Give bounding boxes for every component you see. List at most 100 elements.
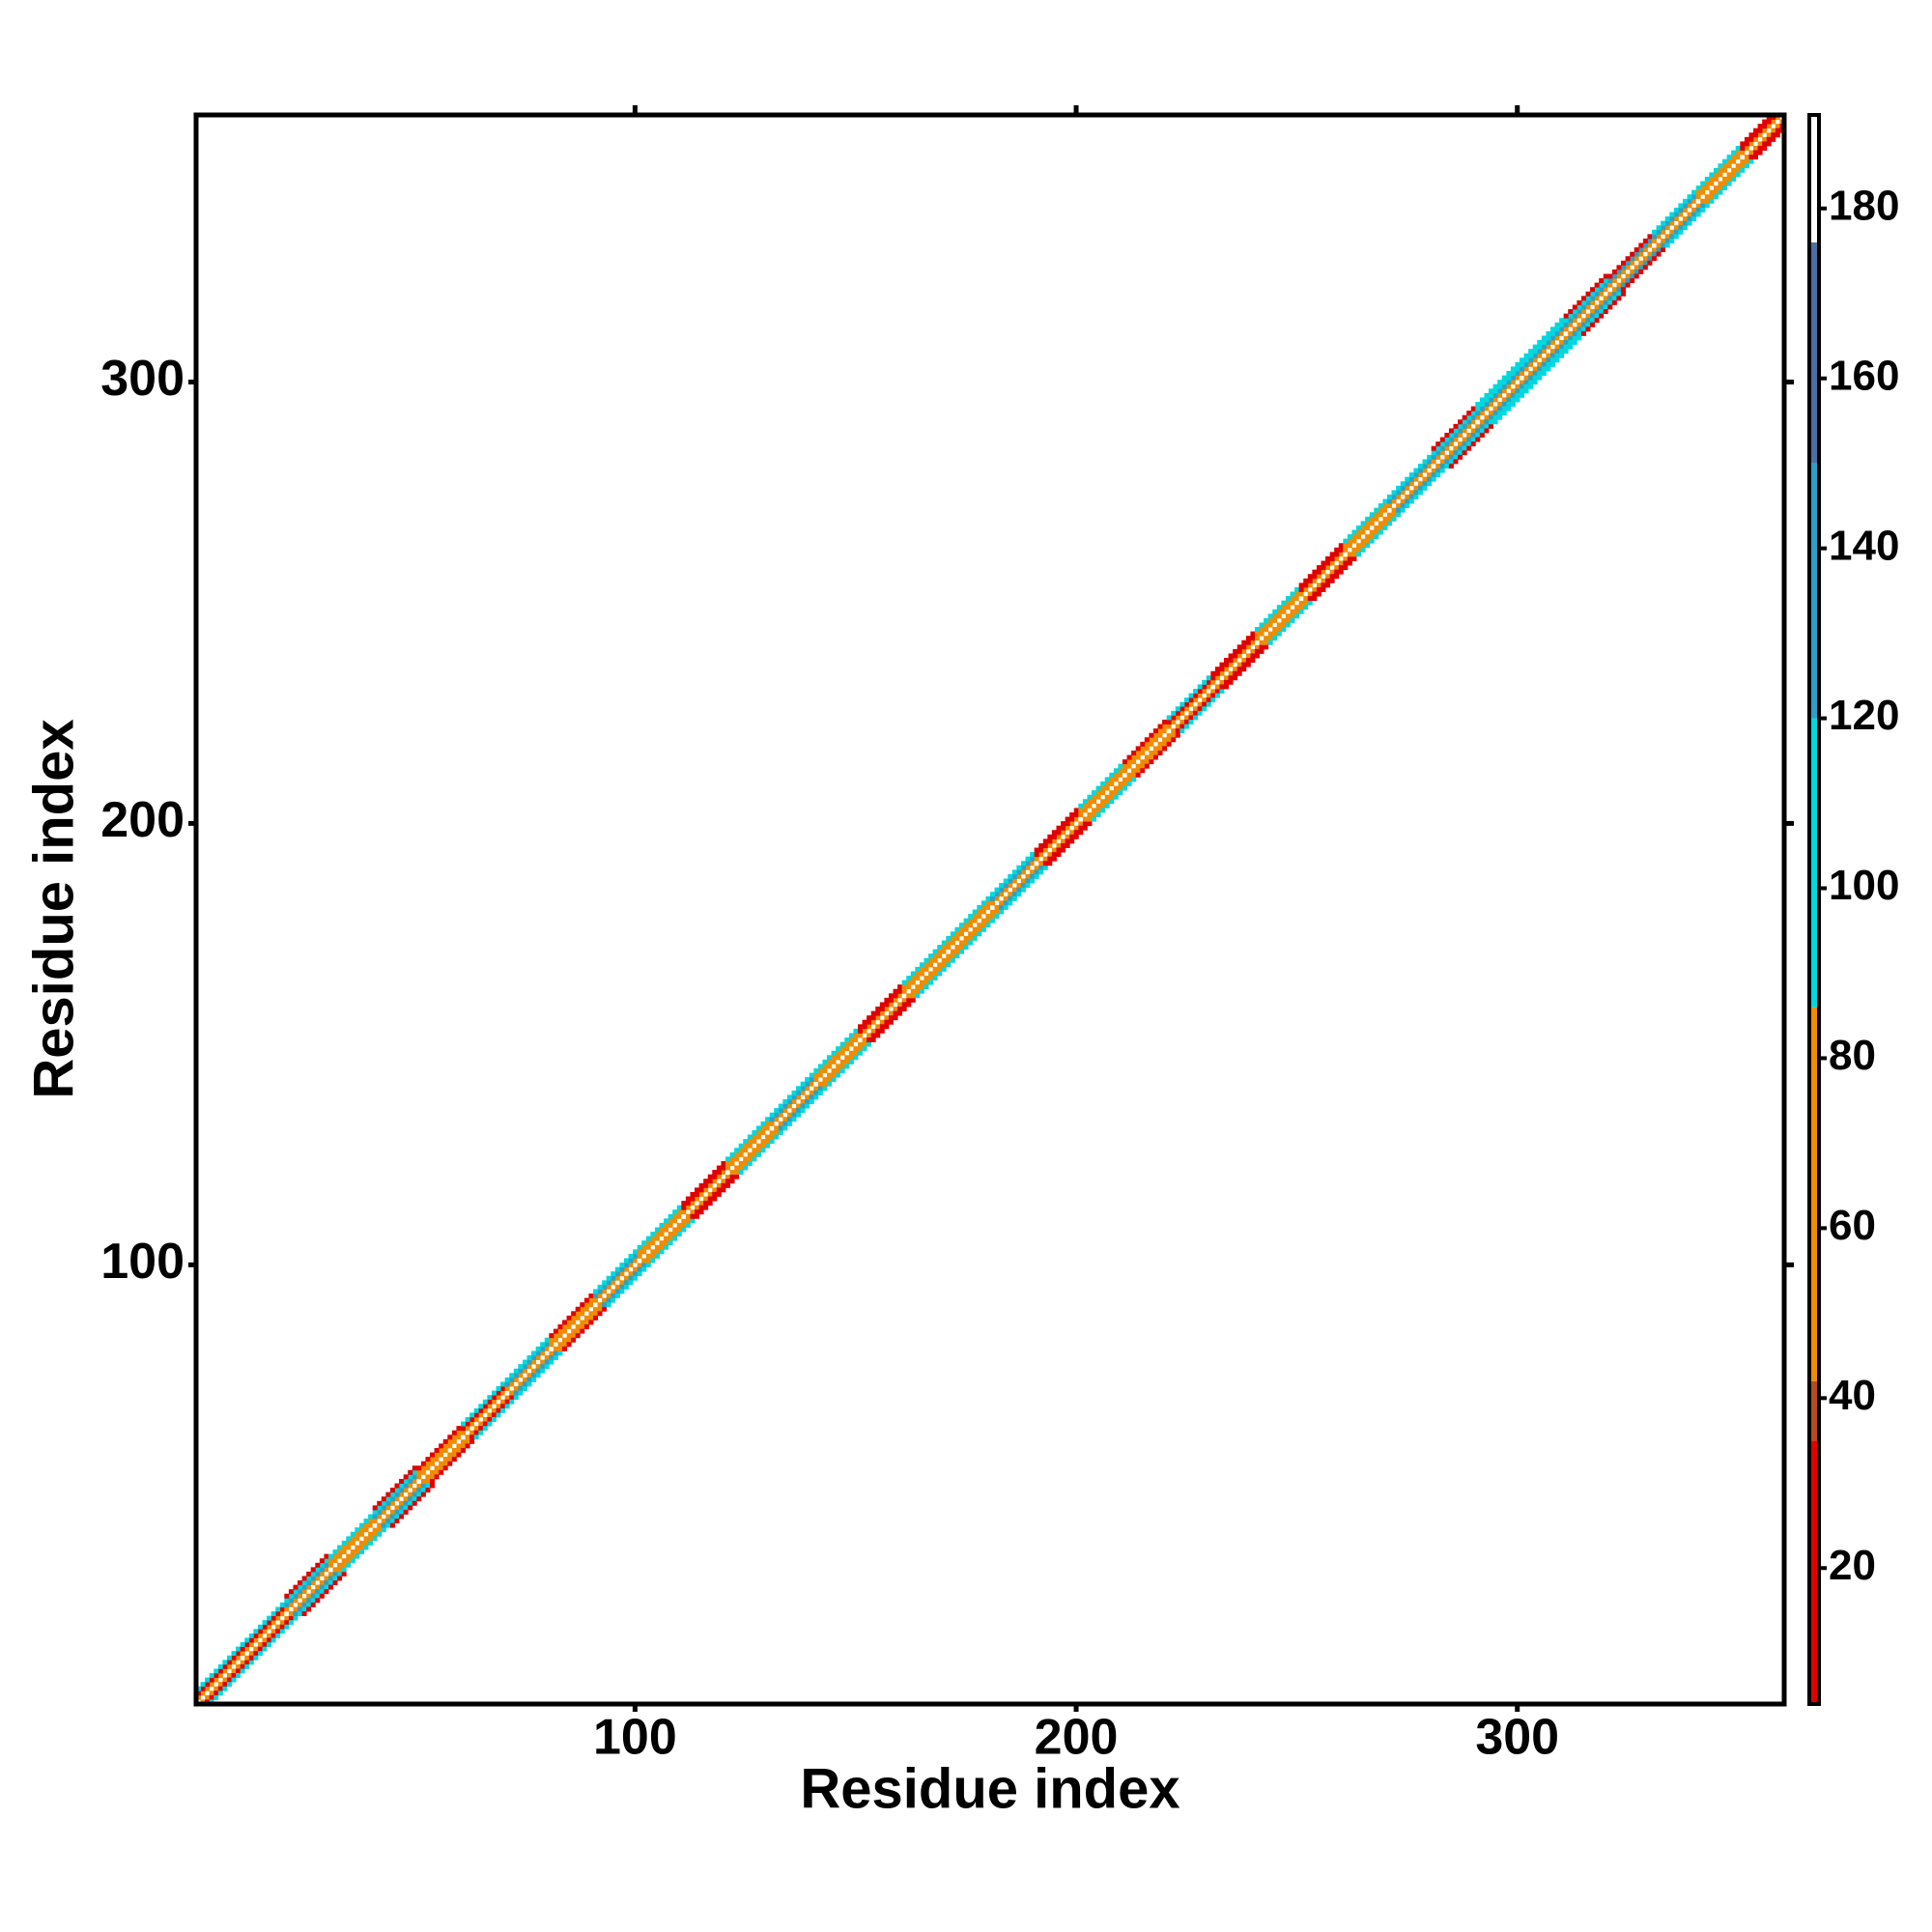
heatmap-cell [994, 914, 1000, 920]
heatmap-cell [526, 1381, 532, 1387]
heatmap-cell [267, 1615, 272, 1621]
heatmap-cell [1016, 887, 1022, 893]
heatmap-cell [1387, 494, 1392, 499]
heatmap-cell [941, 949, 947, 954]
heatmap-cell [932, 953, 938, 959]
heatmap-cell [389, 1505, 395, 1511]
heatmap-cell [1374, 507, 1379, 513]
heatmap-cell [1554, 330, 1560, 336]
heatmap-cell [1541, 357, 1547, 363]
heatmap-cell [1325, 569, 1331, 575]
heatmap-cell [650, 1249, 656, 1255]
heatmap-cell [1214, 675, 1220, 681]
heatmap-cell [1360, 543, 1366, 549]
heatmap-cell [562, 1333, 567, 1339]
heatmap-cell [1149, 737, 1154, 743]
heatmap-cell [1492, 384, 1498, 389]
heatmap-cell [1537, 375, 1543, 381]
heatmap-cell [553, 1333, 558, 1339]
heatmap-cell [1298, 586, 1304, 592]
heatmap-cell [461, 1443, 466, 1449]
heatmap-cell [1338, 543, 1344, 549]
heatmap-cell [1417, 468, 1423, 473]
heatmap-cell [1056, 838, 1062, 844]
heatmap-cell [1193, 706, 1199, 712]
heatmap-cell [712, 1182, 718, 1188]
heatmap-cell [1722, 172, 1728, 178]
heatmap-cell [1726, 158, 1732, 164]
heatmap-cell [1210, 679, 1216, 685]
heatmap-cell [1056, 847, 1062, 853]
heatmap-cell [1515, 388, 1520, 394]
heatmap-cell [1413, 468, 1419, 473]
heatmap-cell [681, 1205, 687, 1210]
heatmap-cell [1228, 675, 1234, 681]
heatmap-cell [324, 1562, 329, 1568]
heatmap-cell [822, 1059, 828, 1065]
heatmap-cell [1458, 433, 1463, 438]
heatmap-cell [1378, 525, 1383, 530]
heatmap-cell [870, 1028, 876, 1034]
heatmap-cell [1735, 172, 1741, 178]
heatmap-cell [619, 1284, 625, 1290]
heatmap-cell [668, 1218, 673, 1224]
heatmap-cell [1607, 291, 1613, 297]
heatmap-cell [346, 1562, 352, 1568]
heatmap-cell [1378, 521, 1383, 526]
heatmap-cell [275, 1615, 281, 1621]
heatmap-cell [257, 1629, 263, 1634]
heatmap-cell [1559, 327, 1565, 332]
heatmap-cell [513, 1377, 519, 1382]
heatmap-cell [213, 1673, 219, 1678]
heatmap-cell [923, 980, 929, 985]
heatmap-cell [786, 1121, 792, 1126]
heatmap-cell [1520, 361, 1524, 367]
heatmap-cell [412, 1496, 417, 1502]
heatmap-cell [1003, 883, 1009, 889]
heatmap-cell [1365, 534, 1371, 540]
heatmap-cell [778, 1108, 783, 1114]
heatmap-cell [1387, 507, 1392, 513]
heatmap-cell [1599, 282, 1605, 288]
heatmap-cell [1484, 428, 1490, 434]
heatmap-cell [800, 1090, 806, 1095]
heatmap-cell [469, 1426, 475, 1432]
heatmap-cell [1241, 639, 1247, 645]
heatmap-cell [1664, 225, 1670, 231]
heatmap-cell [915, 988, 921, 994]
heatmap-cell [716, 1182, 722, 1188]
heatmap-cell [408, 1505, 413, 1511]
heatmap-cell [1056, 852, 1062, 858]
heatmap-cell [394, 1483, 400, 1489]
heatmap-cell [408, 1469, 413, 1475]
heatmap-cell [1144, 763, 1150, 769]
heatmap-cell [1549, 349, 1555, 355]
heatmap-cell [1338, 565, 1344, 571]
heatmap-cell [959, 945, 964, 951]
heatmap-cell [862, 1041, 867, 1047]
heatmap-cell [923, 962, 929, 968]
heatmap-cell [248, 1655, 254, 1661]
heatmap-cell [267, 1624, 272, 1630]
heatmap-cell [518, 1373, 524, 1378]
heatmap-cell [769, 1129, 775, 1135]
heatmap-cell [1691, 194, 1697, 200]
heatmap-cell [1157, 741, 1163, 747]
heatmap-cell [1321, 586, 1326, 592]
heatmap-cell [1369, 534, 1375, 540]
heatmap-cell [1726, 181, 1732, 186]
heatmap-cell [1347, 543, 1352, 549]
heatmap-cell [1766, 119, 1772, 125]
heatmap-cell [1687, 194, 1692, 200]
heatmap-cell [1563, 340, 1569, 346]
heatmap-cell [1118, 772, 1123, 778]
heatmap-cell [1475, 411, 1481, 416]
heatmap-cell [893, 1002, 898, 1008]
heatmap-cell [950, 957, 955, 963]
heatmap-cell [1448, 450, 1454, 456]
heatmap-cell [1506, 384, 1512, 389]
heatmap-cell [1387, 503, 1392, 509]
heatmap-cell [1718, 167, 1723, 173]
heatmap-cell [451, 1438, 457, 1444]
heatmap-cell [1351, 547, 1357, 553]
